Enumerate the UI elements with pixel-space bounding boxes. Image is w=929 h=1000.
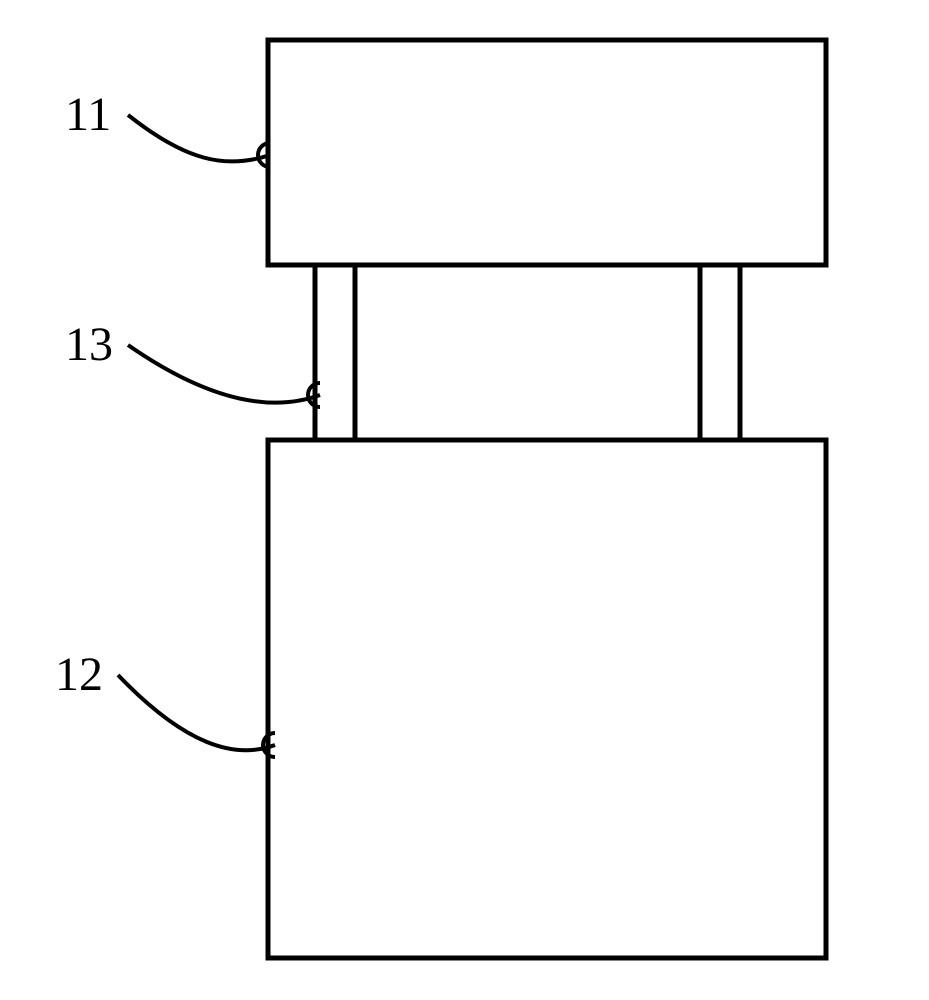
top-box [268, 40, 826, 265]
label-group-12: 12 [55, 648, 275, 757]
leader-line-11 [128, 115, 270, 162]
leader-line-12 [118, 675, 275, 750]
connector-leg-left [315, 265, 355, 440]
leader-line-13 [128, 345, 320, 403]
technical-diagram: 11 13 12 [0, 0, 929, 1000]
label-text-13: 13 [65, 318, 113, 371]
connector-leg-right [700, 265, 740, 440]
label-text-11: 11 [65, 88, 111, 141]
label-text-12: 12 [55, 648, 103, 701]
label-group-11: 11 [65, 88, 270, 167]
bottom-box [268, 440, 826, 958]
label-group-13: 13 [65, 318, 320, 407]
